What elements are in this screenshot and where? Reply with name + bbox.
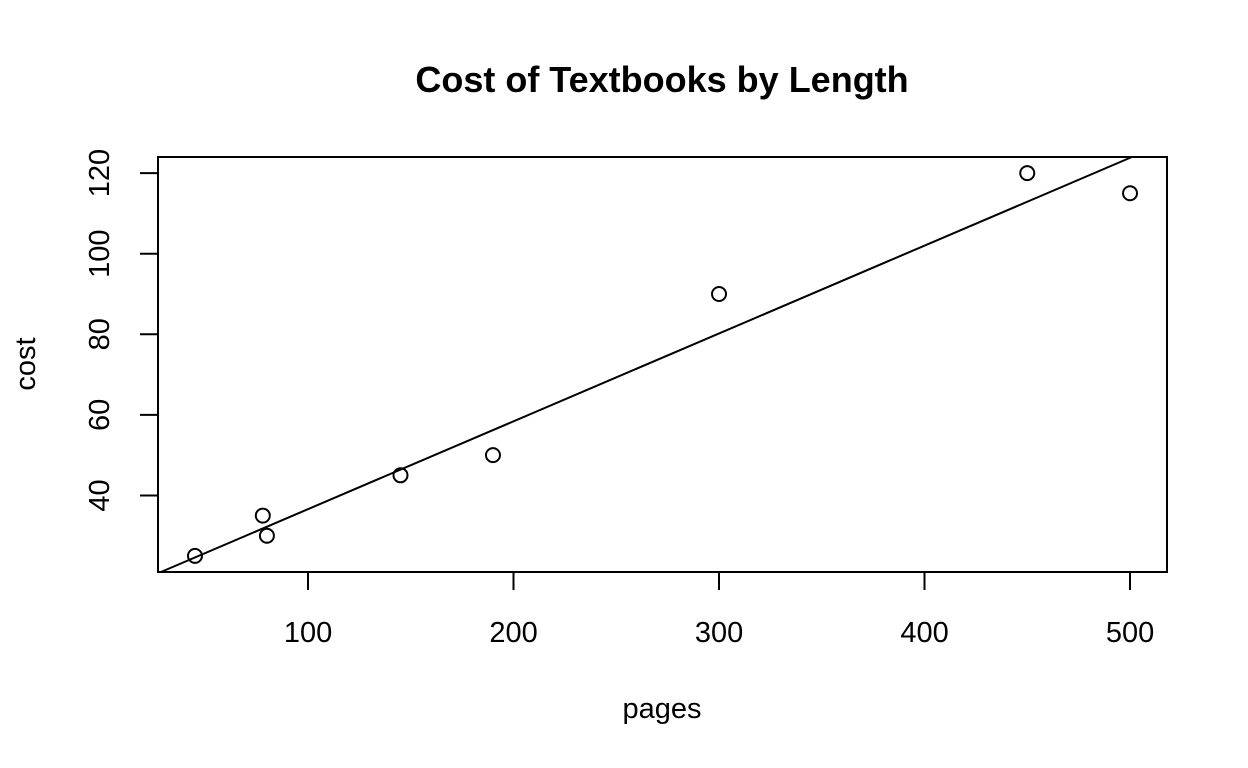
- data-points: [186, 165, 1139, 564]
- x-tick-label: 400: [900, 617, 948, 649]
- regression-line: [160, 156, 1133, 573]
- x-axis-label: pages: [622, 693, 701, 725]
- data-point: [254, 507, 271, 524]
- chart-title: Cost of Textbooks by Length: [415, 59, 908, 100]
- plot-frame: [157, 156, 1168, 573]
- x-tick-label: 200: [489, 617, 537, 649]
- data-point: [258, 527, 275, 544]
- data-point: [711, 285, 728, 302]
- data-point: [1019, 165, 1036, 182]
- data-point: [484, 447, 501, 464]
- x-tick-label: 500: [1106, 617, 1154, 649]
- y-tick-label: 80: [84, 318, 116, 350]
- data-point: [1122, 185, 1139, 202]
- y-axis-label: cost: [10, 337, 42, 390]
- x-tick-label: 100: [284, 617, 332, 649]
- x-tick-label: 300: [695, 617, 743, 649]
- y-tick-label: 120: [84, 149, 116, 197]
- data-point: [392, 467, 409, 484]
- data-point: [186, 547, 203, 564]
- x-axis: 100 200 300 400 500: [284, 571, 1154, 649]
- y-tick-label: 40: [84, 479, 116, 511]
- y-tick-label: 100: [84, 230, 116, 278]
- y-tick-label: 60: [84, 399, 116, 431]
- y-axis: 40 60 80 100 120: [84, 149, 159, 512]
